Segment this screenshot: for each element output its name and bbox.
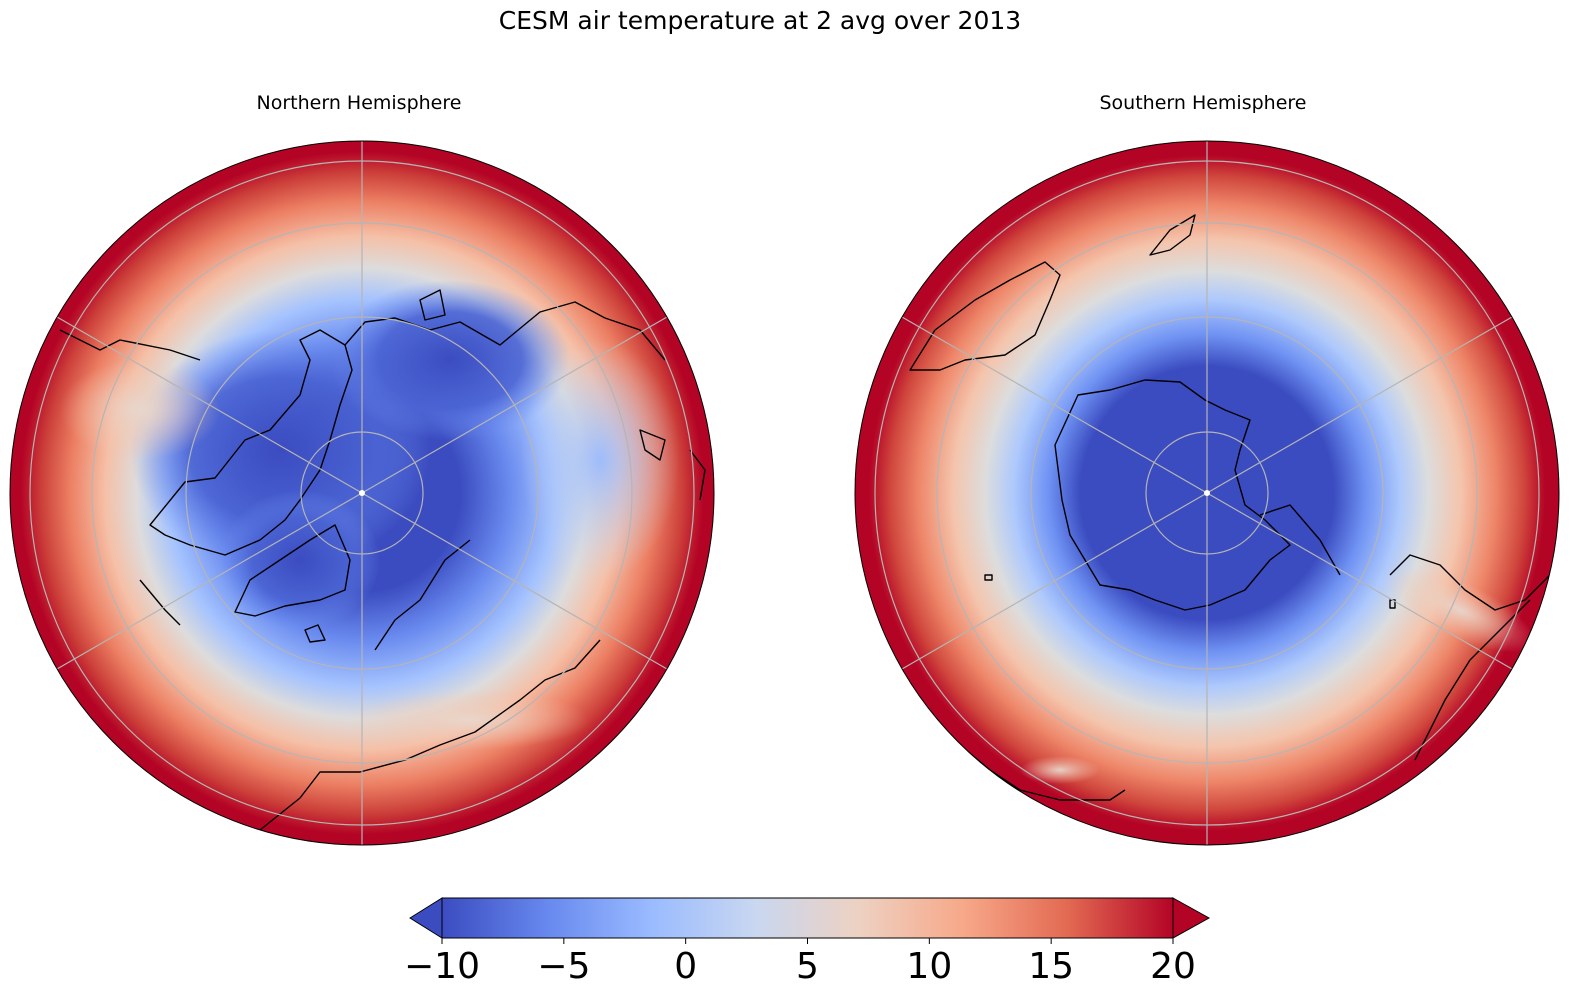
colorbar-tick-label: −10 (404, 946, 480, 987)
colorbar: −10 −5 0 5 10 15 20 (404, 897, 1211, 987)
nh-map-boundary (9, 140, 715, 846)
colorbar-ticks: −10 −5 0 5 10 15 20 (404, 938, 1196, 987)
nh-pale-blob-rockies (60, 360, 220, 460)
nh-cool-blob-tibet (520, 340, 680, 580)
sh-pole-marker (1204, 490, 1210, 496)
colorbar-tick-label: 0 (674, 946, 697, 987)
colorbar-tick-label: 20 (1150, 946, 1196, 987)
colorbar-extend-min (409, 897, 443, 939)
nh-cold-blob-siberia (330, 280, 570, 440)
colorbar-tick-label: −5 (537, 946, 590, 987)
colorbar-extend-max (1172, 897, 1211, 939)
nh-coastlines (59, 289, 706, 831)
sh-pale-blob-africa (1020, 756, 1100, 784)
nh-cold-blob-greenland (220, 490, 380, 630)
nh-pole-marker (359, 490, 365, 496)
colorbar-tick-label: 5 (796, 946, 819, 987)
northern-hemisphere-title: Northern Hemisphere (256, 92, 462, 114)
southern-hemisphere-title: Southern Hemisphere (1099, 92, 1307, 114)
sh-coastlines (909, 214, 1551, 801)
colorbar-tick-label: 10 (906, 946, 952, 987)
colorbar-tick-label: 15 (1028, 946, 1074, 987)
sh-pale-blob-andes (1386, 567, 1534, 653)
colorbar-gradient (442, 898, 1173, 938)
sh-map-boundary (854, 140, 1560, 846)
figure-title: CESM air temperature at 2 avg over 2013 (498, 6, 1022, 35)
